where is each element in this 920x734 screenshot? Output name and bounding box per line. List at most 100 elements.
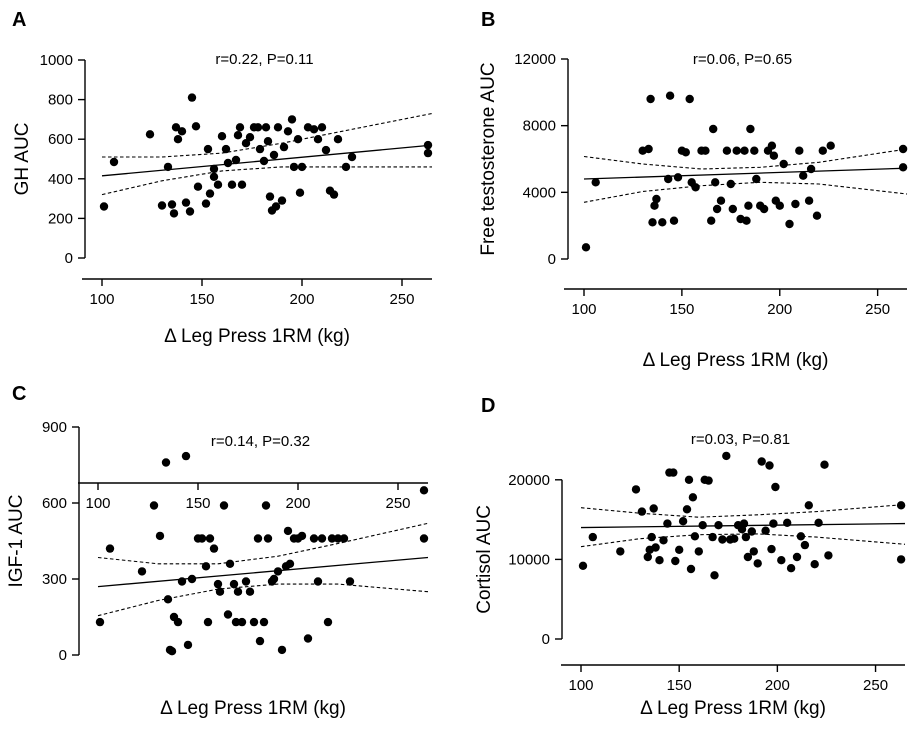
data-point — [309, 534, 319, 543]
data-point — [341, 162, 351, 172]
data-point — [716, 196, 726, 205]
x-axis-label: Δ Leg Press 1RM (kg) — [643, 350, 829, 371]
data-point — [329, 190, 339, 199]
data-point — [209, 172, 219, 181]
correlation-annotation: r=0.06, P=0.65 — [693, 51, 792, 68]
correlation-annotation: r=0.22, P=0.11 — [215, 51, 313, 68]
data-point — [761, 526, 770, 535]
data-point — [169, 209, 179, 218]
y-tick-label: 300 — [42, 571, 67, 588]
ci-upper-curve — [97, 522, 429, 565]
y-axis-label: Free testosterone AUC — [478, 62, 499, 255]
data-point — [241, 577, 251, 586]
data-point — [145, 130, 155, 139]
data-point — [217, 132, 227, 141]
data-point — [740, 146, 749, 155]
data-point — [665, 91, 675, 100]
data-point — [804, 501, 813, 510]
data-point — [669, 468, 678, 477]
data-point — [685, 94, 694, 104]
data-point — [271, 202, 281, 211]
chart-panel-b: Br=0.06, P=0.65 0 4000 8000 12000 100 150 200 25… — [478, 9, 908, 371]
ci-upper-curve — [102, 112, 433, 158]
data-point — [691, 183, 700, 192]
data-point — [588, 532, 597, 542]
data-point — [616, 547, 625, 556]
data-point — [177, 127, 187, 136]
data-point — [345, 577, 355, 586]
data-point — [730, 534, 739, 543]
data-point — [757, 457, 766, 466]
data-point — [205, 189, 215, 198]
data-point — [652, 194, 661, 204]
data-point — [313, 577, 323, 586]
data-point — [707, 216, 716, 225]
panel-letter: A — [12, 9, 26, 31]
data-point — [896, 501, 906, 510]
data-point — [327, 534, 337, 543]
data-point — [631, 485, 641, 494]
data-point — [824, 551, 833, 560]
data-point — [317, 534, 327, 543]
data-point — [814, 518, 823, 527]
ci-lower-curve — [580, 533, 906, 548]
y-tick-label: 1000 — [40, 52, 73, 69]
data-point — [277, 645, 287, 655]
data-point — [744, 201, 753, 210]
data-point — [181, 451, 191, 461]
x-tick-label: 100 — [571, 301, 596, 318]
data-point — [419, 486, 429, 495]
data-point — [283, 526, 293, 536]
data-point — [263, 534, 273, 543]
panel-letter: B — [481, 9, 495, 31]
data-point — [233, 131, 243, 140]
data-point — [767, 544, 776, 554]
data-point — [690, 532, 700, 541]
data-point — [277, 196, 287, 205]
data-point — [791, 199, 800, 209]
data-point — [423, 140, 433, 150]
data-point — [785, 219, 794, 229]
data-point — [896, 555, 906, 564]
chart-panel-d: Dr=0.03, P=0.81 0 10000 20000 100 150 200 250 Δ … — [474, 395, 906, 719]
ci-lower-curve — [101, 166, 432, 196]
data-point — [203, 617, 213, 627]
data-point — [898, 144, 908, 154]
y-tick-label: 400 — [48, 171, 73, 188]
data-point — [728, 204, 737, 214]
data-point — [231, 617, 241, 627]
data-point — [749, 547, 758, 556]
x-tick-label: 250 — [863, 677, 888, 694]
correlation-annotation: r=0.14, P=0.32 — [211, 433, 310, 450]
ci-upper-curve — [583, 148, 908, 170]
data-point — [799, 171, 808, 180]
data-point — [722, 146, 732, 155]
data-point — [669, 216, 679, 225]
data-point — [109, 157, 119, 167]
data-point — [259, 617, 269, 627]
data-point — [105, 544, 115, 553]
data-point — [185, 207, 195, 216]
x-tick-label: 150 — [189, 291, 214, 308]
data-point — [759, 204, 769, 214]
x-axis-label: Δ Leg Press 1RM (kg) — [160, 698, 346, 719]
data-point — [209, 544, 219, 553]
data-point — [673, 173, 683, 182]
data-point — [806, 164, 816, 174]
data-point — [245, 133, 255, 142]
data-point — [765, 461, 774, 470]
data-point — [826, 141, 835, 150]
data-point — [792, 552, 802, 562]
data-point — [317, 123, 327, 132]
data-point — [769, 151, 779, 160]
data-point — [710, 571, 719, 580]
data-point — [187, 93, 197, 102]
data-point — [253, 123, 263, 132]
ci-lower-curve — [97, 583, 429, 617]
data-point — [155, 531, 165, 541]
data-point — [423, 148, 433, 158]
data-point — [775, 201, 784, 210]
data-point — [263, 137, 273, 146]
data-point — [704, 476, 713, 485]
data-point — [678, 517, 688, 526]
